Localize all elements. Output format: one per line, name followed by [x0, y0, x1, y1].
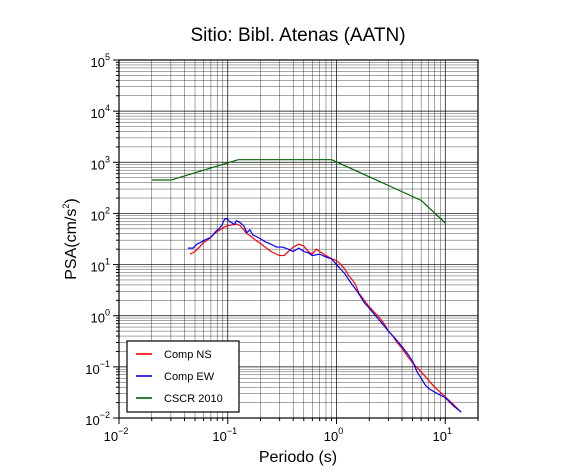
legend-label-2: Comp EW: [164, 371, 215, 383]
y-axis-label-sup: 2: [61, 204, 71, 209]
y-tick-label: 101: [91, 257, 110, 275]
series-line-2: [187, 217, 462, 413]
y-tick-label: 105: [91, 52, 110, 70]
series-layer: [151, 159, 462, 413]
y-tick-label: 100: [91, 308, 110, 326]
x-axis-label: Periodo (s): [259, 449, 337, 466]
x-tick-label: 101: [433, 426, 452, 444]
y-axis-label: PSA(cm/s2): [61, 198, 80, 279]
chart-title: Sitio: Bibl. Atenas (AATN): [190, 25, 405, 46]
legend-label-3: CSCR 2010: [164, 393, 223, 405]
legend: Comp NS Comp EW CSCR 2010: [126, 340, 240, 413]
y-tick-label: 10−2: [85, 410, 110, 428]
y-tick-label: 10−1: [85, 359, 110, 377]
series-line-1: [189, 223, 462, 413]
x-tick-labels: 10−2 10−1 100 101: [104, 426, 452, 444]
tick-marks: [113, 59, 479, 424]
y-tick-labels: 10−2 10−1 100 101 102 103 104 105: [85, 52, 110, 428]
series-line-3: [151, 159, 446, 224]
y-axis-label-main: PSA(cm/s: [63, 209, 80, 280]
x-tick-label: 100: [324, 426, 343, 444]
y-axis-label-end: ): [63, 198, 80, 203]
x-tick-label: 10−2: [104, 426, 129, 444]
y-tick-label: 103: [91, 154, 110, 172]
x-tick-label: 10−1: [212, 426, 237, 444]
y-tick-label: 102: [91, 205, 110, 223]
y-tick-label: 104: [91, 103, 110, 121]
plot-frame: [118, 59, 479, 419]
legend-label-1: Comp NS: [164, 349, 212, 361]
